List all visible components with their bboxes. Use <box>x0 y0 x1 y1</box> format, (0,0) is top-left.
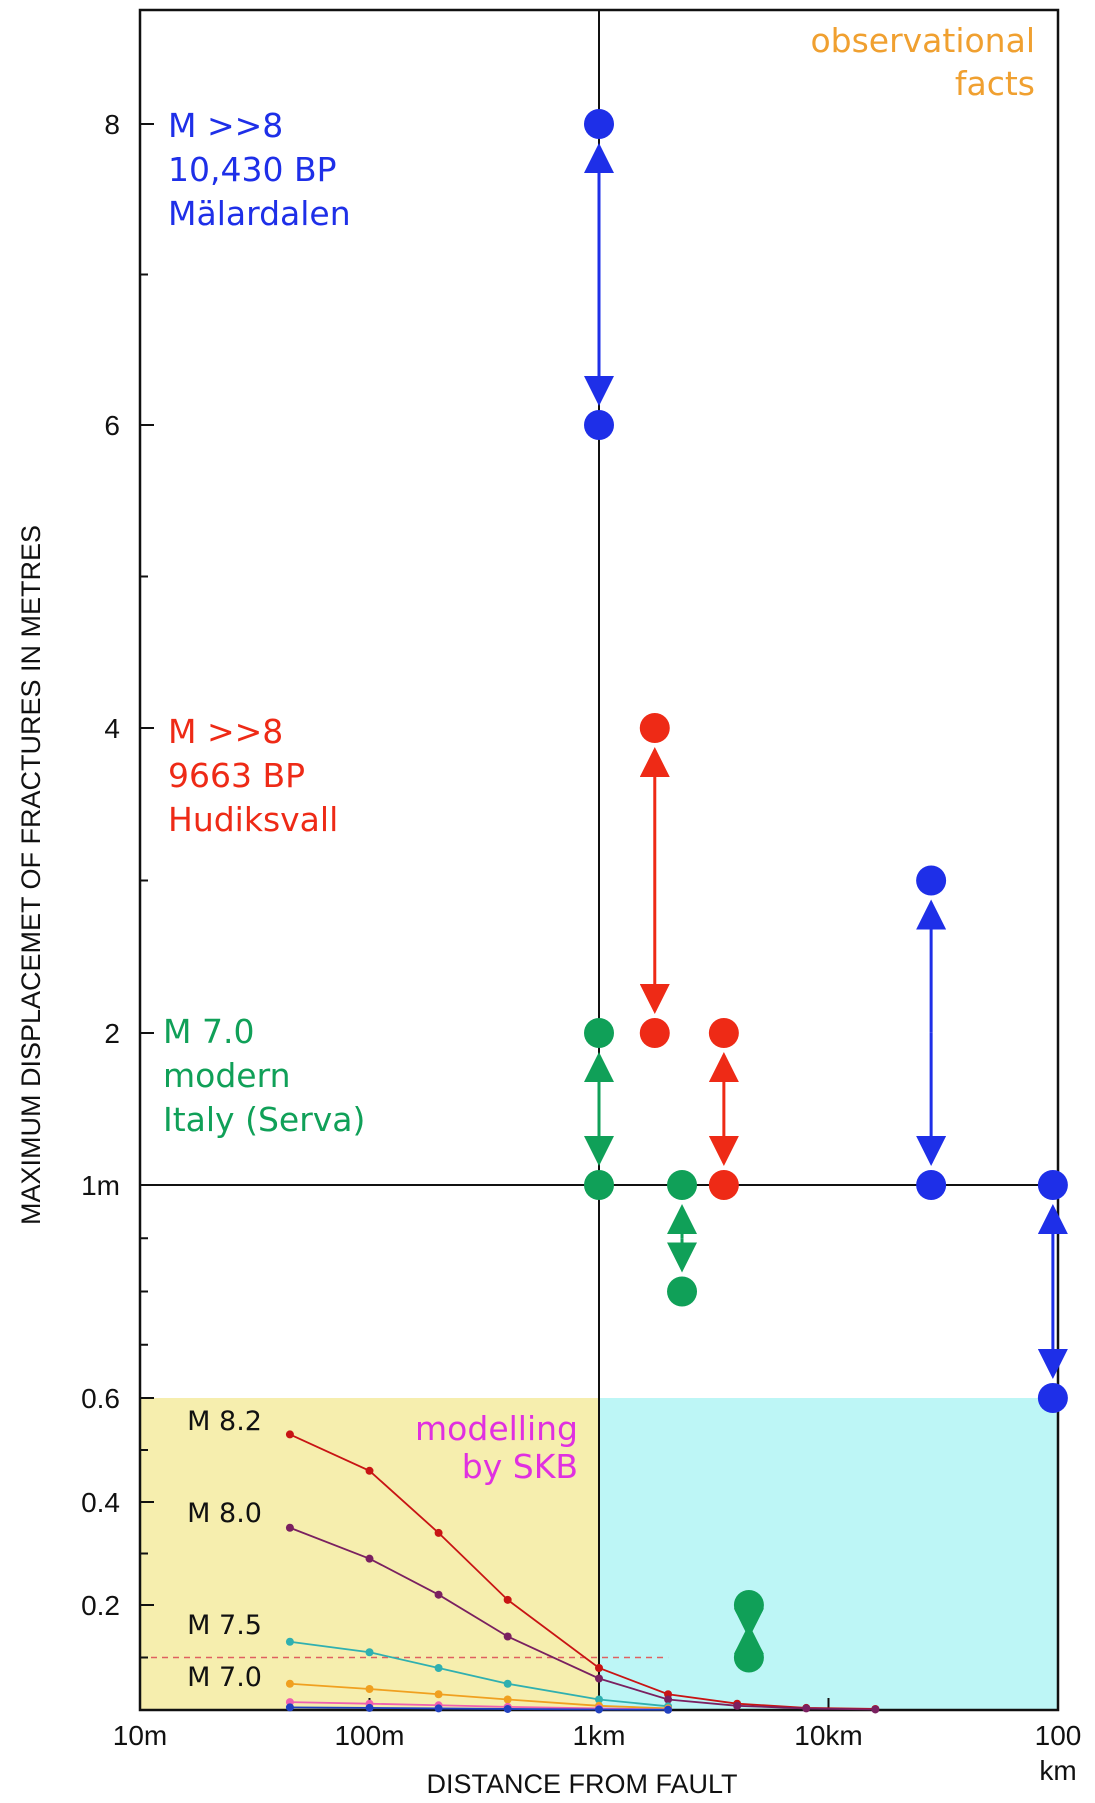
model-point <box>285 1679 294 1688</box>
model-point <box>285 1703 294 1712</box>
model-point <box>503 1695 512 1704</box>
model-point <box>285 1523 294 1532</box>
model-point <box>664 1705 673 1714</box>
model-point <box>434 1704 443 1713</box>
model-point <box>664 1695 673 1704</box>
y-tick-label: 0.6 <box>81 1383 120 1414</box>
event-label-hudiksvall: M >>8 9663 BP Hudiksvall <box>168 712 338 839</box>
range-point-high <box>708 1018 739 1048</box>
modelling-note: modelling by SKB <box>415 1409 578 1486</box>
model-point <box>503 1595 512 1604</box>
range-point-low <box>1037 1383 1068 1413</box>
model-curve-label: M 8.2 <box>187 1406 262 1437</box>
model-point <box>871 1705 880 1714</box>
model-point <box>733 1701 742 1710</box>
range-point-low <box>584 1170 614 1200</box>
event-label-malardalen: M >>8 10,430 BP Mälardalen <box>168 106 351 233</box>
model-point <box>434 1690 443 1699</box>
x-tick-unit-label: km <box>1039 1755 1076 1786</box>
model-point <box>365 1648 374 1657</box>
range-point-low <box>667 1276 698 1307</box>
range-point-high <box>1037 1170 1068 1200</box>
model-point <box>365 1466 374 1475</box>
model-point <box>802 1704 811 1713</box>
range-point-low <box>916 1170 947 1200</box>
observational-facts-note: observational facts <box>810 21 1035 103</box>
model-curve-label: M 8.0 <box>187 1498 262 1529</box>
range-point-low <box>584 410 614 440</box>
model-point <box>503 1704 512 1713</box>
model-point <box>434 1528 443 1537</box>
y-tick-label: 0.4 <box>81 1487 120 1518</box>
model-curve <box>289 1640 669 1708</box>
range-point-high <box>733 1590 764 1620</box>
event-label-italy: M 7.0 modern Italy (Serva) <box>163 1012 365 1139</box>
y-tick-label: 8 <box>104 109 120 140</box>
model-point <box>285 1430 294 1439</box>
range-point-high <box>584 1018 614 1048</box>
range-point-high <box>916 865 947 896</box>
model-point <box>365 1554 374 1563</box>
model-point <box>595 1674 603 1683</box>
model-point <box>434 1590 443 1599</box>
model-curve <box>289 1682 669 1710</box>
event-labels: M >>8 10,430 BP Mälardalen M >>8 9663 BP Hudi… <box>163 106 365 1139</box>
x-tick-label: 100m <box>334 1720 404 1751</box>
y-axis-title: MAXIMUM DISPLACEMET OF FRACTURES IN METR… <box>16 525 46 1225</box>
model-curve <box>289 1706 669 1711</box>
model-point <box>595 1705 603 1714</box>
x-tick-label: 100 <box>1035 1720 1082 1751</box>
model-point <box>503 1632 512 1641</box>
y-tick-label: 1m <box>81 1170 120 1201</box>
model-curve-label: M 7.5 <box>187 1610 262 1641</box>
model-region-near <box>140 1398 599 1710</box>
axis-ticks: 0.2 0.4 0.6 1m 2 4 6 8 10m 100m 1km 10km 100 km <box>81 109 1081 1786</box>
y-tick-label: 4 <box>104 713 120 744</box>
model-point <box>365 1685 374 1693</box>
model-curve-label: M 7.0 <box>187 1662 262 1693</box>
event-ranges <box>584 109 1068 1673</box>
model-curve <box>289 1701 669 1711</box>
range-point-high <box>667 1170 698 1200</box>
range-point-high <box>639 713 670 743</box>
y-tick-label: 6 <box>104 410 120 441</box>
model-curves: M 8.2 M 8.0 M 7.5 M 7.0 <box>187 1406 880 1714</box>
y-tick-label: 0.2 <box>81 1590 120 1621</box>
range-point-low <box>639 1018 670 1048</box>
x-tick-label: 10m <box>113 1720 167 1751</box>
range-point-high <box>584 109 614 139</box>
x-tick-label: 10km <box>794 1720 862 1751</box>
x-axis-title: DISTANCE FROM FAULT <box>426 1769 737 1799</box>
model-point <box>595 1664 603 1672</box>
model-point <box>595 1695 603 1704</box>
model-point <box>434 1664 443 1672</box>
model-point <box>503 1679 512 1688</box>
model-region-far <box>599 1398 1058 1710</box>
model-point <box>285 1637 294 1646</box>
model-point <box>365 1703 374 1712</box>
x-tick-label: 1km <box>573 1720 626 1751</box>
range-point-low <box>708 1170 739 1200</box>
y-tick-label: 2 <box>104 1018 120 1049</box>
range-point-low <box>733 1642 764 1673</box>
